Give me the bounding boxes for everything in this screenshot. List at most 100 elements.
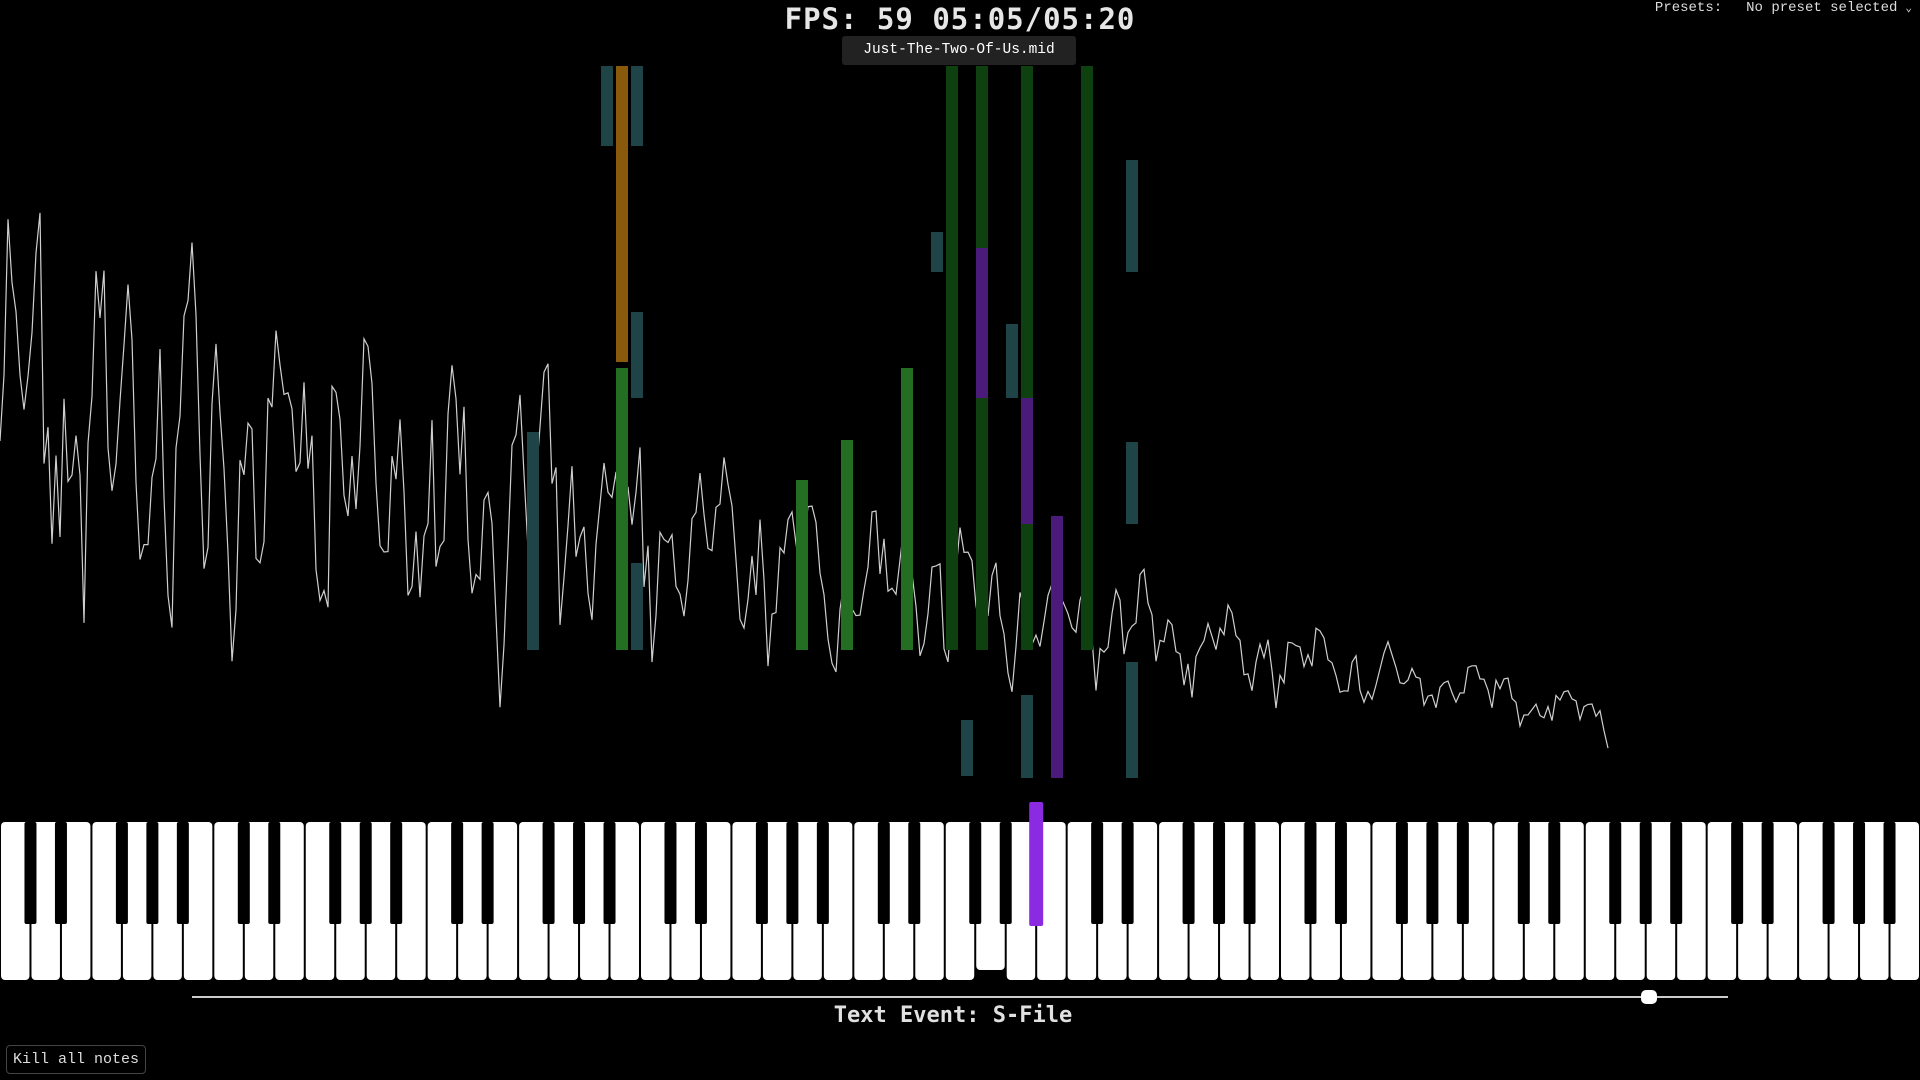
fps-value: 59	[876, 2, 914, 36]
piano-white-key	[701, 822, 731, 980]
piano-black-key	[573, 822, 586, 924]
falling-note-bar	[961, 720, 973, 776]
piano-black-key	[1548, 822, 1561, 924]
kill-all-notes-button[interactable]: Kill all notes	[6, 1045, 147, 1074]
piano-white-key	[427, 822, 457, 980]
piano-white-key	[1829, 822, 1859, 980]
piano-white-key	[488, 822, 518, 980]
piano-white-key	[244, 822, 274, 980]
piano-white-key	[92, 822, 121, 980]
piano-black-key	[1731, 822, 1744, 924]
piano-white-key	[1037, 822, 1066, 980]
piano-black-key	[816, 822, 829, 924]
piano-black-key	[54, 822, 67, 924]
piano-white-key	[1677, 822, 1706, 980]
piano-white-key	[519, 822, 548, 980]
falling-note-bar	[1006, 324, 1018, 398]
piano-white-key	[1585, 822, 1615, 980]
piano-black-key	[1213, 822, 1226, 924]
piano-black-key	[755, 822, 768, 924]
piano-black-key	[1853, 822, 1866, 924]
falling-note-bar	[1126, 662, 1138, 778]
piano-white-key	[945, 822, 975, 980]
piano-black-key	[115, 822, 128, 924]
piano-white-key	[732, 822, 761, 980]
piano-black-key	[481, 822, 494, 924]
piano-white-key	[366, 822, 396, 980]
piano-white-key	[1098, 822, 1127, 980]
time-position: 05:05/05:20	[932, 2, 1136, 36]
piano-black-key	[1456, 822, 1469, 924]
piano-black-key	[390, 822, 403, 924]
preset-select[interactable]: No preset selected ⌄	[1746, 0, 1912, 16]
piano-black-key	[1426, 822, 1439, 924]
piano-white-key	[1799, 822, 1828, 980]
piano-white-key	[976, 822, 1005, 970]
piano-white-key	[793, 822, 822, 980]
piano-black-key	[176, 822, 189, 924]
piano-black-key	[1761, 822, 1774, 924]
falling-note-bar	[1021, 66, 1033, 650]
falling-note-bar	[527, 432, 539, 650]
piano-white-key	[1738, 822, 1767, 980]
piano-white-key	[1220, 822, 1249, 980]
falling-note-bar	[841, 440, 853, 650]
piano-white-key	[336, 822, 365, 980]
piano-white-key	[1, 822, 30, 980]
piano-white-key	[305, 822, 335, 980]
falling-note-bar	[1126, 442, 1138, 524]
piano-white-key	[549, 822, 579, 980]
piano-white-key	[1524, 822, 1554, 980]
fps-label: FPS:	[784, 2, 859, 36]
falling-note-bar	[976, 248, 988, 398]
presets-control: Presets: No preset selected ⌄	[1655, 0, 1912, 16]
piano-black-key	[664, 822, 677, 924]
piano-white-key	[1860, 822, 1889, 980]
piano-black-key	[1395, 822, 1408, 924]
falling-note-bar	[901, 368, 913, 650]
piano-white-key	[1128, 822, 1158, 980]
falling-note-bar	[1021, 695, 1033, 778]
falling-note-bar	[601, 66, 613, 146]
piano-white-key	[183, 822, 213, 980]
piano-white-key	[915, 822, 944, 980]
falling-note-bar	[796, 480, 808, 650]
piano-white-key	[214, 822, 243, 980]
falling-note-bar	[631, 563, 643, 650]
falling-note-bar	[1051, 516, 1063, 778]
piano-white-key	[1067, 822, 1097, 980]
piano-black-key	[1883, 822, 1896, 924]
seek-bar[interactable]	[192, 996, 1728, 998]
piano-black-key	[969, 822, 982, 924]
presets-label: Presets:	[1654, 0, 1723, 16]
piano-black-key	[786, 822, 799, 924]
piano-white-key	[1768, 822, 1798, 980]
falling-note-bar	[631, 312, 643, 398]
piano-black-key	[1670, 822, 1683, 924]
piano-white-key	[1646, 822, 1676, 980]
piano-black-key	[146, 822, 159, 924]
file-name-badge: Just-The-Two-Of-Us.mid	[842, 36, 1076, 65]
piano-black-key	[1121, 822, 1134, 924]
piano-white-key	[153, 822, 182, 980]
piano-black-key	[1639, 822, 1652, 924]
piano-black-key	[24, 822, 37, 924]
pressed-key-gap	[976, 970, 1005, 980]
piano-black-key	[1609, 822, 1622, 924]
falling-note-bar	[616, 66, 628, 362]
falling-note-bar	[1021, 398, 1033, 524]
seek-handle[interactable]	[1641, 990, 1657, 1004]
piano-black-key	[1091, 822, 1104, 924]
piano-white-key	[1616, 822, 1645, 980]
piano-black-key	[1182, 822, 1195, 924]
piano-white-key	[1250, 822, 1279, 980]
piano-black-key	[451, 822, 464, 924]
piano-white-key	[671, 822, 700, 980]
piano-black-key	[1517, 822, 1530, 924]
piano-white-key	[884, 822, 914, 980]
piano-black-key	[999, 822, 1012, 924]
piano-white-key	[1189, 822, 1219, 980]
piano-white-key	[1707, 822, 1737, 980]
